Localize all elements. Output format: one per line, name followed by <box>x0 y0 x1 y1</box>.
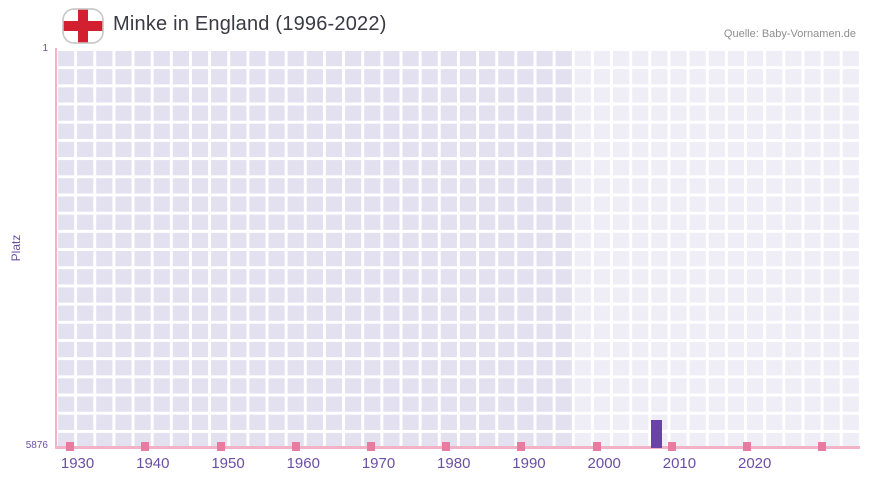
decade-tick-mark <box>366 442 375 451</box>
decade-tick-mark <box>818 442 827 451</box>
x-axis-label: 1980 <box>437 455 471 472</box>
decade-tick-mark <box>216 442 225 451</box>
decade-tick-mark <box>291 442 300 451</box>
x-axis-label: 2000 <box>587 455 621 472</box>
y-axis-title: Platz <box>9 234 23 262</box>
decade-tick-mark <box>141 442 150 451</box>
x-axis-label: 2020 <box>737 455 772 472</box>
x-axis-label: 1970 <box>361 455 396 472</box>
plot-area <box>55 48 860 451</box>
y-axis-tick-top: 1 <box>42 43 48 54</box>
highlight-region <box>574 48 860 448</box>
x-axis-label: 1940 <box>136 455 170 472</box>
decade-tick-mark <box>743 442 752 451</box>
x-axis-label: 2010 <box>662 455 697 472</box>
x-axis-label: 1990 <box>512 455 546 472</box>
source-attribution: Quelle: Baby-Vornamen.de <box>723 28 856 40</box>
decade-tick-mark <box>592 442 601 451</box>
rank-bar <box>651 420 663 448</box>
decade-tick-mark <box>442 442 451 451</box>
chart-title: Minke in England (1996-2022) <box>113 13 387 35</box>
x-axis-label: 1960 <box>286 455 320 472</box>
decade-tick-mark <box>517 442 526 451</box>
x-axis-label: 1950 <box>211 455 245 472</box>
flag-border <box>62 8 104 44</box>
england-flag-svg <box>62 8 104 44</box>
y-axis-tick-bottom: 5876 <box>25 440 48 451</box>
y-axis-line <box>55 48 57 448</box>
decade-tick-mark <box>667 442 676 451</box>
x-axis-label: 1930 <box>60 455 95 472</box>
decade-tick-mark <box>66 442 75 451</box>
england-flag-icon <box>61 7 105 45</box>
flag-cross-horizontal <box>63 21 103 31</box>
x-axis-line <box>55 446 860 449</box>
